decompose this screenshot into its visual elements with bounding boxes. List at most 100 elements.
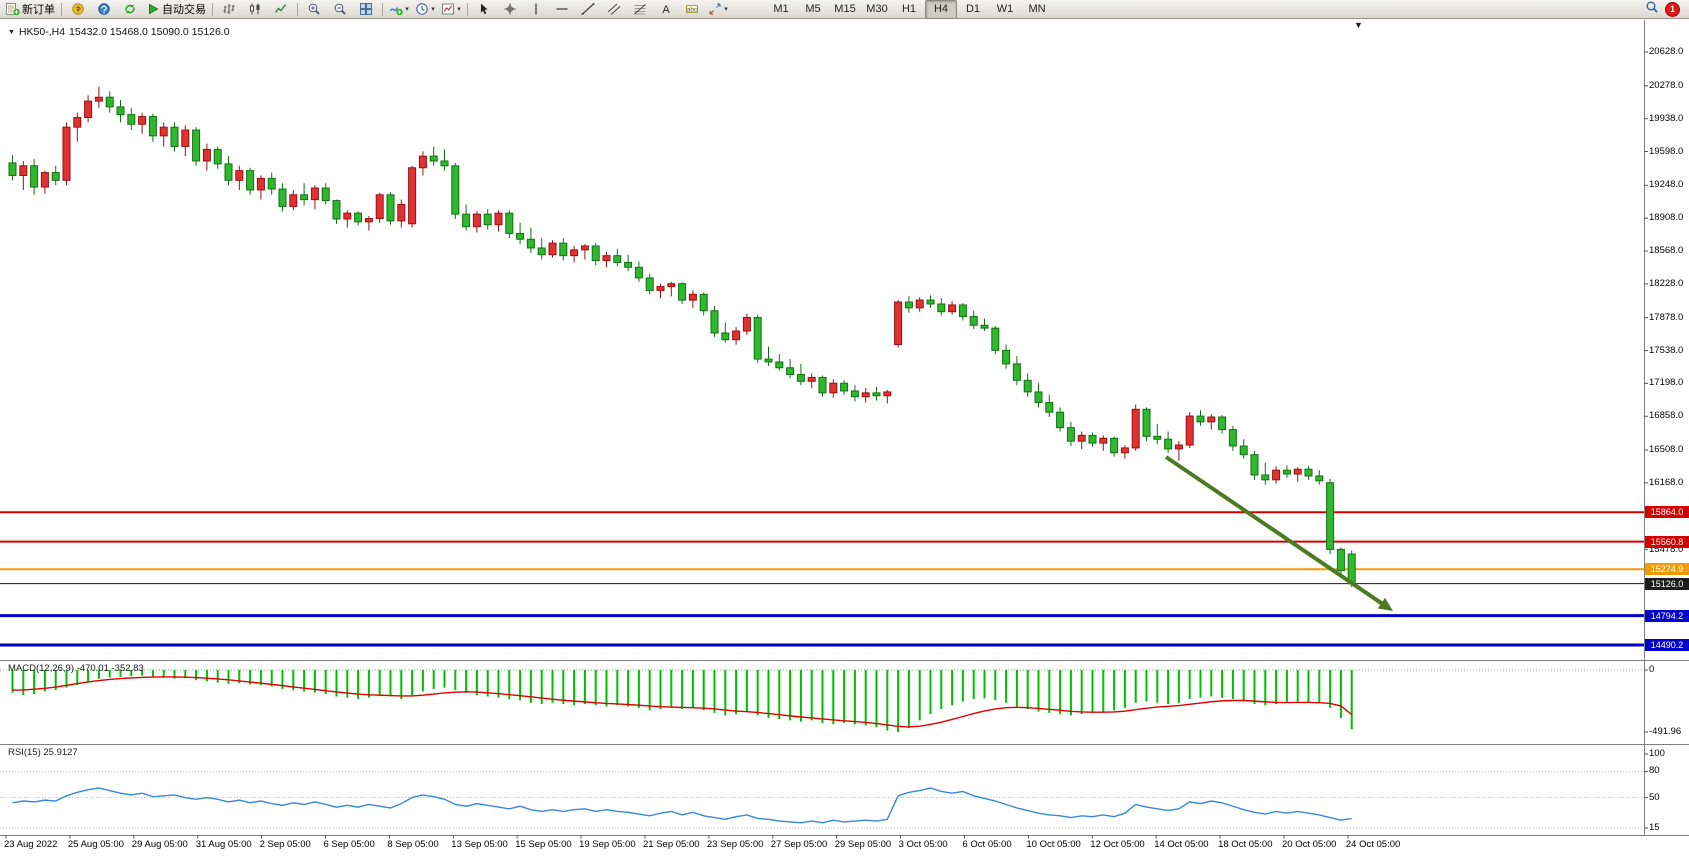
candle-body [73, 117, 82, 128]
crosshair-button[interactable] [497, 0, 523, 19]
candle [1023, 373, 1032, 397]
candle [948, 301, 957, 315]
candle-body [688, 293, 697, 301]
candle [840, 380, 849, 395]
line-chart-icon [274, 2, 288, 16]
candle [1120, 445, 1129, 459]
candle [62, 122, 71, 186]
candle-body [980, 324, 989, 329]
timeframe-h4[interactable]: H4 [925, 0, 957, 19]
templates-button[interactable]: ▾ [438, 0, 464, 19]
toolbar-separator [297, 2, 298, 16]
symbol-dropdown-icon[interactable]: ▼ [8, 28, 15, 36]
candle [192, 127, 201, 166]
candle-body [289, 194, 298, 207]
shapes-button[interactable]: ▾ [705, 0, 731, 19]
notification-badge[interactable]: 1 [1665, 1, 1680, 17]
candle-body [213, 148, 222, 165]
timeframe-d1[interactable]: D1 [965, 3, 981, 15]
channel-button[interactable] [601, 0, 627, 19]
vertical-line-button[interactable] [523, 0, 549, 19]
candle-body [483, 213, 492, 226]
candle [451, 162, 460, 219]
candle-body [570, 249, 579, 257]
candle [537, 238, 546, 260]
zoom-out-button[interactable] [327, 0, 353, 19]
trend-arrow-object[interactable] [1164, 455, 1393, 612]
autotrading-button[interactable]: 自动交易 [143, 0, 209, 19]
tile-windows-button[interactable] [353, 0, 379, 19]
new-order-button-label: 新订单 [22, 4, 55, 16]
candle [159, 122, 168, 147]
timeframe-m15[interactable]: M15 [834, 3, 856, 15]
horizontal-line-button[interactable] [549, 0, 575, 19]
trendline-button[interactable] [575, 0, 601, 19]
candle [634, 261, 643, 282]
candle-body [148, 116, 157, 137]
candle-body [937, 303, 946, 313]
candle [310, 185, 319, 210]
candle-body [559, 242, 568, 257]
candle-body [991, 327, 1000, 351]
timeframe-m1[interactable]: M1 [773, 3, 789, 15]
search-icon[interactable] [1645, 0, 1659, 19]
candlestick-chart-button[interactable] [242, 0, 268, 19]
candle [224, 156, 233, 186]
text-button[interactable]: A [653, 0, 679, 19]
candle [1336, 547, 1345, 578]
candle [1185, 412, 1194, 448]
candle [926, 295, 935, 308]
refresh-button[interactable] [117, 0, 143, 19]
community-icon [97, 2, 111, 16]
cursor-button[interactable] [471, 0, 497, 19]
candle [742, 313, 751, 335]
text-label-button[interactable]: abc [679, 0, 705, 19]
candle-body [602, 255, 611, 262]
candle [861, 388, 870, 403]
fibonacci-button[interactable] [627, 0, 653, 19]
periods-button[interactable]: ▾ [412, 0, 438, 19]
candle-body [235, 170, 244, 181]
candle-body [51, 172, 60, 181]
candle [1174, 441, 1183, 461]
indicators-button[interactable]: ▾ [386, 0, 412, 19]
candle [386, 192, 395, 225]
timeframe-mn[interactable]: MN [1028, 3, 1046, 15]
candle [786, 359, 795, 379]
new-order-button[interactable]: 新订单 [3, 0, 58, 19]
timeframe-h1[interactable]: H1 [901, 3, 917, 15]
bar-chart-button[interactable] [216, 0, 242, 19]
bar-chart-icon [222, 2, 236, 16]
candle-body [1002, 349, 1011, 365]
candle [332, 199, 341, 224]
candle-body [246, 170, 255, 191]
line-chart-button[interactable] [268, 0, 294, 19]
market-watch-button[interactable] [65, 0, 91, 19]
candle-body [591, 245, 600, 262]
timeframe-w1[interactable]: W1 [996, 3, 1014, 15]
timeframe-m30[interactable]: M30 [866, 3, 888, 15]
candle [1002, 344, 1011, 369]
candle-body [84, 100, 93, 119]
vline-icon [529, 2, 543, 16]
candle [343, 210, 352, 228]
community-button[interactable] [91, 0, 117, 19]
candle [915, 297, 924, 312]
candle [699, 292, 708, 316]
candle-body [1023, 379, 1032, 393]
candle-body [753, 317, 762, 360]
candle [1196, 410, 1205, 426]
candle-body [321, 187, 330, 202]
candle [1272, 466, 1281, 484]
candle [505, 210, 514, 239]
candle [213, 146, 222, 169]
clock-icon [415, 2, 429, 16]
candle-body [850, 390, 859, 398]
svg-text:abc: abc [687, 7, 698, 14]
chevron-down-icon: ▾ [431, 5, 435, 13]
autotrading-icon [146, 2, 160, 16]
candle-body [526, 238, 535, 249]
zoom-in-button[interactable] [301, 0, 327, 19]
timeframe-m5[interactable]: M5 [805, 3, 821, 15]
